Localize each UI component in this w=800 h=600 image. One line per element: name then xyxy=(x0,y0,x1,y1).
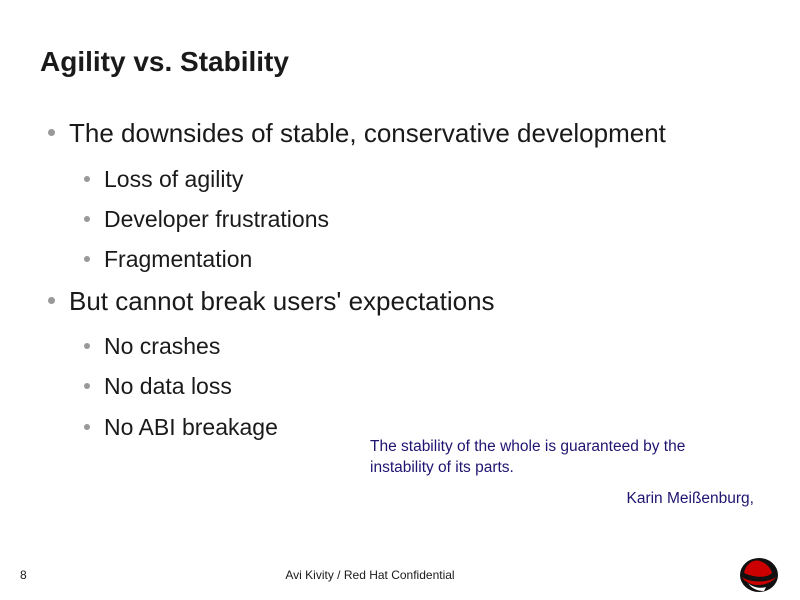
sub-bullet-text: No data loss xyxy=(104,373,232,399)
sub-bullet-item: Fragmentation xyxy=(84,246,252,273)
footer-text: Avi Kivity / Red Hat Confidential xyxy=(285,568,455,582)
sub-bullet-item: No ABI breakage xyxy=(84,414,278,441)
sub-bullet-item: Loss of agility xyxy=(84,166,243,193)
sub-bullet-text: Fragmentation xyxy=(104,246,253,272)
bullet-dot-icon xyxy=(84,342,90,349)
sub-bullet-item: Developer frustrations xyxy=(84,206,329,233)
sub-bullet-item: No crashes xyxy=(84,333,220,360)
bullet-text: The downsides of stable, conservative de… xyxy=(69,118,666,148)
bullet-item: But cannot break users' expectations xyxy=(48,286,495,317)
bullet-dot-icon xyxy=(84,255,90,262)
sub-bullet-item: No data loss xyxy=(84,373,232,400)
bullet-dot-icon xyxy=(84,175,90,182)
quote-attribution: Karin Meißenburg, xyxy=(626,490,754,507)
bullet-item: The downsides of stable, conservative de… xyxy=(48,118,666,149)
slide-title: Agility vs. Stability xyxy=(40,46,289,77)
quote-text: The stability of the whole is guaranteed… xyxy=(370,438,686,476)
sub-bullet-text: No ABI breakage xyxy=(104,414,278,440)
bullet-dot-icon xyxy=(84,423,90,430)
bullet-text: But cannot break users' expectations xyxy=(69,286,495,316)
bullet-dot-icon xyxy=(48,296,55,304)
bullet-dot-icon xyxy=(84,382,90,389)
red-hat-logo-icon xyxy=(740,558,778,592)
sub-bullet-text: Developer frustrations xyxy=(104,206,329,232)
page-number: 8 xyxy=(20,568,27,582)
sub-bullet-text: Loss of agility xyxy=(104,166,244,192)
bullet-dot-icon xyxy=(84,215,90,222)
bullet-dot-icon xyxy=(48,128,55,136)
sub-bullet-text: No crashes xyxy=(104,333,221,359)
